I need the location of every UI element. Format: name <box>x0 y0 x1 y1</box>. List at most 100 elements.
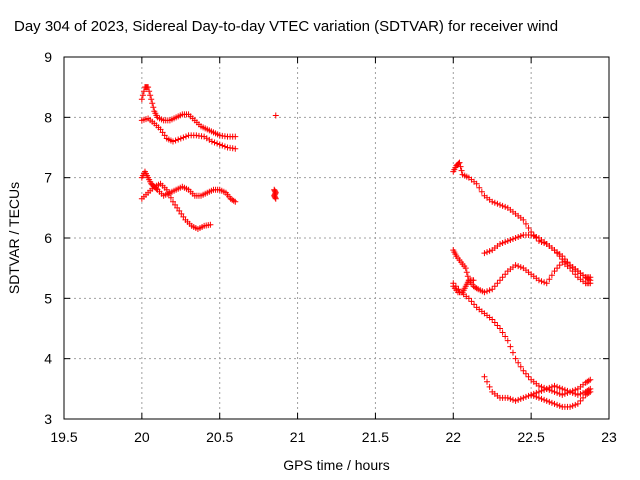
x-tick-label: 21 <box>290 429 306 445</box>
data-point <box>587 376 594 383</box>
data-point <box>572 390 579 397</box>
data-point <box>528 391 535 398</box>
series-track-7 <box>481 231 594 281</box>
data-point <box>180 213 187 220</box>
data-point <box>486 287 493 294</box>
data-point <box>554 383 561 390</box>
data-point <box>232 133 239 140</box>
data-point <box>159 129 166 136</box>
data-point <box>538 278 545 285</box>
data-point <box>535 388 542 395</box>
y-tick-label: 9 <box>44 49 52 65</box>
data-point <box>456 159 463 166</box>
data-point <box>538 387 545 394</box>
data-point <box>450 280 457 287</box>
data-point <box>221 143 228 150</box>
data-point <box>470 277 477 284</box>
data-point <box>554 389 561 396</box>
data-point <box>177 135 184 142</box>
x-tick-label: 20 <box>134 429 150 445</box>
series-track-9 <box>450 280 594 398</box>
series-track-1 <box>138 84 239 140</box>
data-point <box>165 190 172 197</box>
data-point <box>207 221 214 228</box>
data-point <box>530 392 537 399</box>
data-point <box>517 264 524 271</box>
data-point <box>587 274 594 281</box>
data-point <box>587 280 594 287</box>
data-point <box>499 202 506 209</box>
data-point <box>497 277 503 284</box>
data-point <box>452 283 459 290</box>
data-point <box>502 333 509 340</box>
data-point <box>522 370 529 377</box>
series-track-4 <box>138 180 214 232</box>
data-point <box>140 88 147 95</box>
data-point <box>216 141 223 148</box>
data-point <box>554 250 561 257</box>
data-point <box>559 385 566 392</box>
data-point <box>161 132 168 139</box>
data-point <box>551 382 558 389</box>
data-point <box>512 355 519 362</box>
x-tick-label: 21.5 <box>362 429 389 445</box>
data-point <box>515 233 522 240</box>
data-point <box>491 283 498 290</box>
data-point <box>548 399 555 406</box>
data-point <box>512 262 519 269</box>
data-point <box>497 241 503 248</box>
data-point <box>572 271 579 278</box>
data-point <box>497 201 503 208</box>
data-point <box>494 322 501 329</box>
data-point <box>574 391 581 398</box>
data-point <box>272 112 279 119</box>
data-point <box>499 329 506 336</box>
data-point <box>556 253 563 260</box>
chart-title: Day 304 of 2023, Sidereal Day-to-day VTE… <box>14 18 558 35</box>
data-point <box>489 316 496 323</box>
x-axis-label: GPS time / hours <box>283 457 390 473</box>
data-point <box>574 400 581 407</box>
data-point <box>546 276 553 283</box>
data-point <box>149 100 156 107</box>
data-point <box>489 198 496 205</box>
data-point <box>145 84 152 91</box>
data-point <box>522 220 529 227</box>
data-point <box>219 142 226 149</box>
y-tick-label: 5 <box>44 290 52 306</box>
data-point <box>551 268 558 275</box>
data-point <box>157 126 164 133</box>
x-tick-label: 22.5 <box>518 429 545 445</box>
data-point <box>572 401 579 408</box>
data-point <box>546 398 553 405</box>
y-tick-label: 8 <box>44 109 52 125</box>
data-point <box>494 200 501 207</box>
data-point <box>232 145 239 152</box>
x-tick-label: 22 <box>445 429 461 445</box>
grid-lines <box>64 57 609 419</box>
data-point <box>464 273 471 280</box>
data-point <box>481 250 488 257</box>
data-point <box>138 96 145 103</box>
data-point <box>535 277 542 284</box>
data-point <box>170 138 176 145</box>
data-point <box>494 280 501 287</box>
data-point <box>473 180 480 187</box>
data-point <box>554 265 561 272</box>
data-point <box>504 238 511 245</box>
data-point <box>504 394 511 401</box>
data-point <box>182 133 189 140</box>
data-point <box>465 295 472 302</box>
x-tick-label: 20.5 <box>206 429 233 445</box>
data-point <box>561 386 568 393</box>
y-tick-label: 7 <box>44 170 52 186</box>
series-isolated-point <box>272 112 279 119</box>
data-point <box>272 194 279 201</box>
data-point <box>580 394 587 401</box>
data-point <box>551 388 558 395</box>
data-point <box>515 359 522 366</box>
data-point <box>533 233 540 240</box>
data-point <box>556 262 563 269</box>
y-axis-label: SDTVAR / TECUs <box>6 182 22 294</box>
